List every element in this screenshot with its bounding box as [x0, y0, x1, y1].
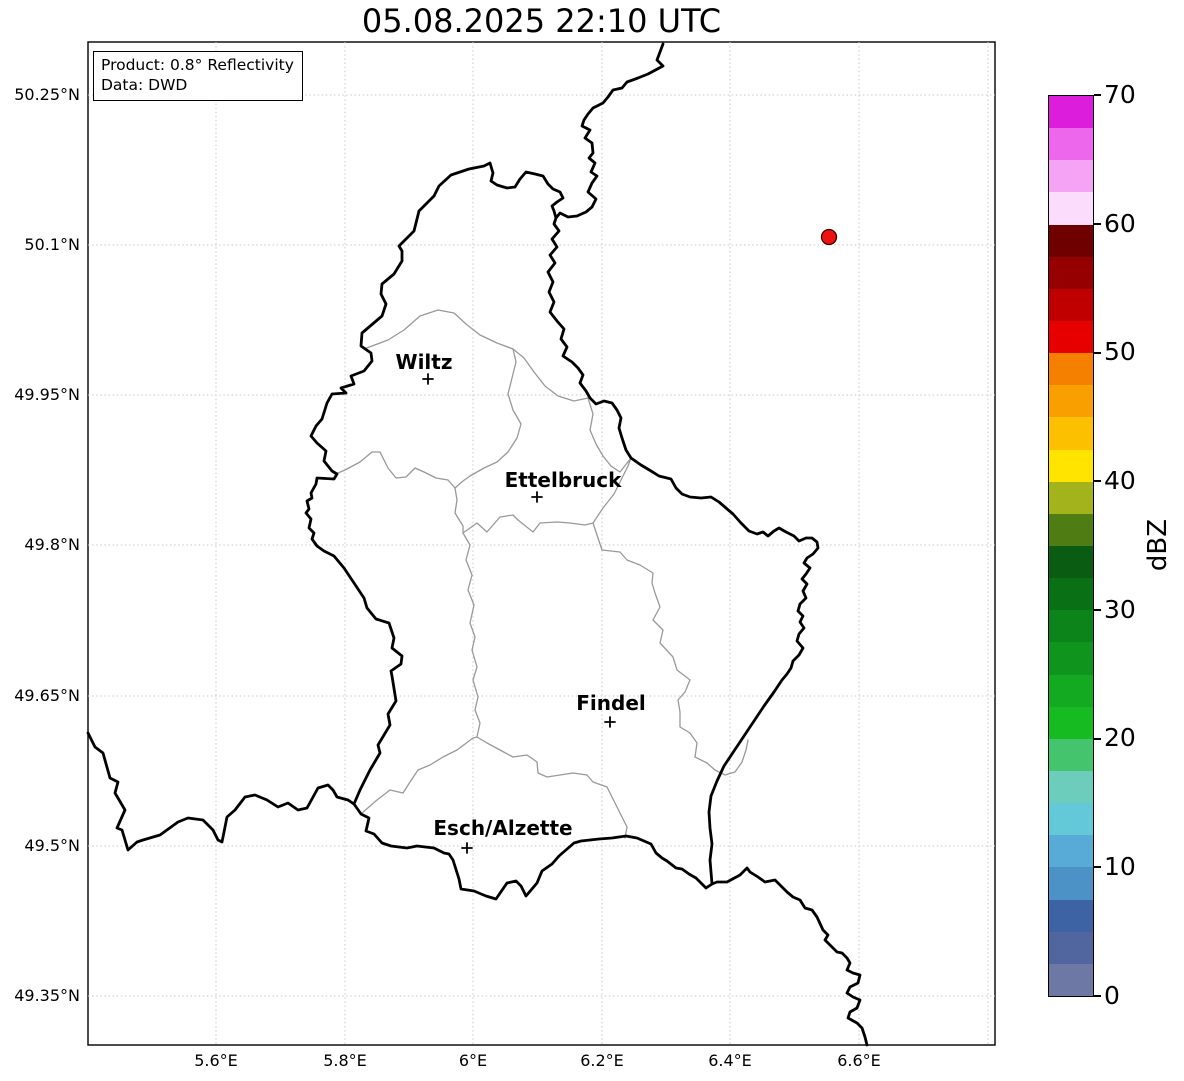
colorbar-segment — [1049, 803, 1093, 836]
city-marker-wiltz — [422, 373, 434, 385]
france-germany-border-path — [710, 866, 869, 1047]
colorbar-tick — [1094, 480, 1101, 482]
colorbar-segment — [1049, 706, 1093, 739]
city-marker-findel — [604, 716, 616, 728]
city-marker-esch — [461, 842, 473, 854]
city-label-wiltz: Wiltz — [395, 350, 453, 374]
city-label-ettelbruck: Ettelbruck — [504, 468, 622, 492]
colorbar-segment — [1049, 674, 1093, 707]
colorbar-tick — [1094, 866, 1101, 868]
colorbar-segment — [1049, 545, 1093, 579]
colorbar-segment — [1049, 610, 1093, 643]
colorbar-tick — [1094, 352, 1101, 354]
colorbar-segment — [1049, 963, 1093, 996]
radar-site-marker — [820, 228, 838, 246]
colorbar-segment — [1049, 224, 1093, 257]
colorbar-segment — [1049, 320, 1093, 354]
info-product-line: Product: 0.8° Reflectivity — [101, 56, 294, 74]
colorbar-segment — [1049, 256, 1093, 289]
city-marker-ettelbruck — [531, 491, 543, 503]
city-label-esch-alzette: Esch/Alzette — [433, 816, 573, 840]
national-borders — [86, 42, 869, 1047]
plot-frame — [87, 41, 996, 1046]
colorbar-segment — [1049, 385, 1093, 418]
colorbar-tick-label-0: 0 — [1104, 981, 1120, 1010]
colorbar-tick — [1094, 738, 1101, 740]
colorbar-tick-label-70: 70 — [1104, 80, 1136, 109]
x-tick-label-6-2: 6.2°E — [580, 1051, 624, 1070]
colorbar-tick-label-10: 10 — [1104, 852, 1136, 881]
colorbar-segment — [1049, 417, 1093, 450]
x-tick-label-5-8: 5.8°E — [323, 1051, 367, 1070]
colorbar-segment — [1049, 770, 1093, 804]
colorbar-segment — [1049, 481, 1093, 514]
colorbar-tick — [1094, 995, 1101, 997]
info-box: Product: 0.8° Reflectivity Data: DWD — [93, 51, 303, 101]
colorbar-segment — [1049, 931, 1093, 964]
colorbar-tick-label-60: 60 — [1104, 209, 1136, 238]
city-label-findel: Findel — [576, 691, 646, 715]
map-title: 05.08.2025 22:10 UTC — [361, 2, 722, 40]
canton-borders — [337, 309, 749, 839]
y-tick-label-49-8: 49.8°N — [24, 535, 80, 554]
graticule-grid — [88, 42, 995, 1045]
colorbar-tick-label-30: 30 — [1104, 595, 1136, 624]
colorbar-segment — [1049, 288, 1093, 321]
colorbar-segment — [1049, 449, 1093, 482]
colorbar-segment — [1049, 867, 1093, 900]
colorbar-tick — [1094, 609, 1101, 611]
info-data-line: Data: DWD — [101, 76, 188, 95]
y-tick-label-50-25: 50.25°N — [14, 85, 80, 104]
colorbar — [1048, 95, 1094, 997]
colorbar-tick-label-40: 40 — [1104, 466, 1136, 495]
x-tick-label-5-6: 5.6°E — [194, 1051, 238, 1070]
colorbar-tick — [1094, 94, 1101, 96]
colorbar-tick — [1094, 223, 1101, 225]
x-tick-label-6-4: 6.4°E — [708, 1051, 752, 1070]
colorbar-segment — [1049, 128, 1093, 161]
colorbar-segment — [1049, 513, 1093, 546]
y-tick-label-49-95: 49.95°N — [14, 385, 80, 404]
france-border-path — [86, 731, 356, 852]
city-markers — [422, 373, 616, 854]
colorbar-segment — [1049, 899, 1093, 932]
y-tick-label-49-35: 49.35°N — [14, 986, 80, 1005]
colorbar-tick-label-50: 50 — [1104, 337, 1136, 366]
colorbar-segment — [1049, 96, 1093, 129]
y-tick-label-49-5: 49.5°N — [24, 836, 80, 855]
colorbar-segment — [1049, 835, 1093, 868]
belgium-germany-border-path — [554, 42, 665, 220]
colorbar-segment — [1049, 738, 1093, 771]
colorbar-segment — [1049, 353, 1093, 386]
colorbar-segment — [1049, 578, 1093, 611]
colorbar-tick-label-20: 20 — [1104, 723, 1136, 752]
y-tick-label-50-1: 50.1°N — [24, 235, 80, 254]
country-border-path — [304, 161, 820, 901]
colorbar-segment — [1049, 642, 1093, 675]
x-tick-label-6: 6°E — [458, 1051, 488, 1070]
colorbar-segment — [1049, 160, 1093, 193]
colorbar-segment — [1049, 192, 1093, 225]
y-tick-label-49-65: 49.65°N — [14, 686, 80, 705]
colorbar-axis-label: dBZ — [1143, 518, 1173, 572]
x-tick-label-6-6: 6.6°E — [837, 1051, 881, 1070]
